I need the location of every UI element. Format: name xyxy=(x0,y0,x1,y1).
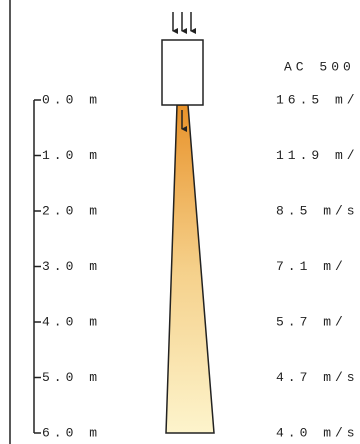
model-label: AC 500 xyxy=(284,59,355,74)
body: {"model": "AC 500", "scale": {"labels": … xyxy=(0,0,360,444)
scale-label: 3.0 m xyxy=(42,259,101,274)
speed-label: 4.7 m/s xyxy=(276,370,359,385)
scale-label: 2.0 m xyxy=(42,203,101,218)
page: html, body { margin: 0; padding: 0; back… xyxy=(0,0,360,444)
speed-label: 11.9 m/ xyxy=(276,148,359,163)
diagram: AC 500 0.0 m 1.0 m 2.0 m 3.0 m 4.0 m 5.0 m 6.0… xyxy=(0,0,360,444)
unit-box xyxy=(162,40,203,105)
scale-label: 5.0 m xyxy=(42,370,101,385)
intake-arrows xyxy=(173,12,191,31)
scale-label: 1.0 m xyxy=(42,148,101,163)
scale-label: 6.0 m xyxy=(42,425,101,440)
speed-label: 16.5 m/ xyxy=(276,92,359,107)
speed-label: 8.5 m/s xyxy=(276,203,359,218)
scale-label: 0.0 m xyxy=(42,92,101,107)
speed-label: 5.7 m/ xyxy=(276,314,347,329)
scale-label: 4.0 m xyxy=(42,314,101,329)
air-flow-cone xyxy=(166,105,214,433)
speed-label: 4.0 m/s xyxy=(276,425,359,440)
speed-label: 7.1 m/ xyxy=(276,259,347,274)
